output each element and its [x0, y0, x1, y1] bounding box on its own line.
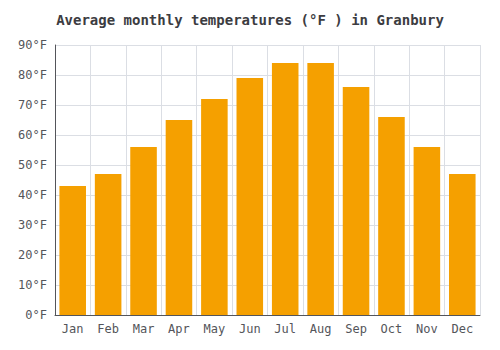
- svg-text:50°F: 50°F: [18, 158, 47, 172]
- svg-text:0°F: 0°F: [25, 308, 47, 322]
- svg-text:May: May: [204, 322, 226, 336]
- svg-text:Aug: Aug: [310, 322, 332, 336]
- svg-text:Oct: Oct: [381, 322, 403, 336]
- svg-text:Feb: Feb: [97, 322, 119, 336]
- svg-text:80°F: 80°F: [18, 68, 47, 82]
- svg-text:40°F: 40°F: [18, 188, 47, 202]
- svg-text:60°F: 60°F: [18, 128, 47, 142]
- svg-text:Jun: Jun: [239, 322, 261, 336]
- svg-text:Apr: Apr: [168, 322, 190, 336]
- svg-text:Dec: Dec: [451, 322, 473, 336]
- svg-text:90°F: 90°F: [18, 38, 47, 52]
- svg-text:Nov: Nov: [416, 322, 438, 336]
- svg-text:Sep: Sep: [345, 322, 367, 336]
- svg-text:Mar: Mar: [133, 322, 155, 336]
- svg-text:20°F: 20°F: [18, 248, 47, 262]
- svg-text:10°F: 10°F: [18, 278, 47, 292]
- svg-text:Jul: Jul: [274, 322, 296, 336]
- svg-text:Jan: Jan: [62, 322, 84, 336]
- svg-text:Average monthly temperatures (: Average monthly temperatures (°F ) in Gr…: [56, 12, 444, 28]
- svg-text:30°F: 30°F: [18, 218, 47, 232]
- svg-text:70°F: 70°F: [18, 98, 47, 112]
